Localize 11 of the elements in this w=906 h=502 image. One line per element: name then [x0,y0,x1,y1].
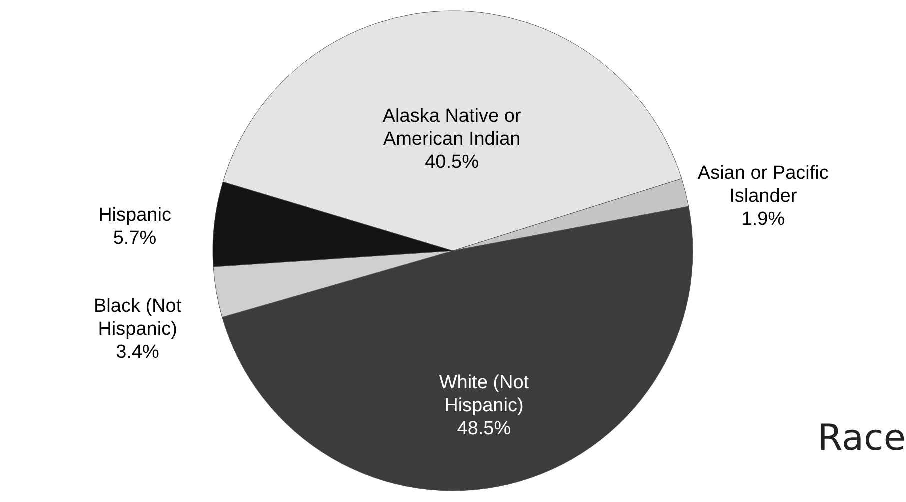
slice-label: Asian or Pacific Islander [698,163,829,208]
slice-label: Alaska Native or American Indian [382,106,522,150]
data-label: 40.5% [425,152,480,174]
text: Race [818,418,906,459]
data-label: 3.4% [116,342,160,364]
data-label: 5.7% [113,228,157,250]
data-label: 1.9% [742,209,786,230]
slice-label: Hispanic [98,205,172,226]
slice-label: White (Not Hispanic) [439,372,530,416]
data-label: 48.5% [457,418,512,440]
slice-label: Black (Not Hispanic) [94,296,182,340]
